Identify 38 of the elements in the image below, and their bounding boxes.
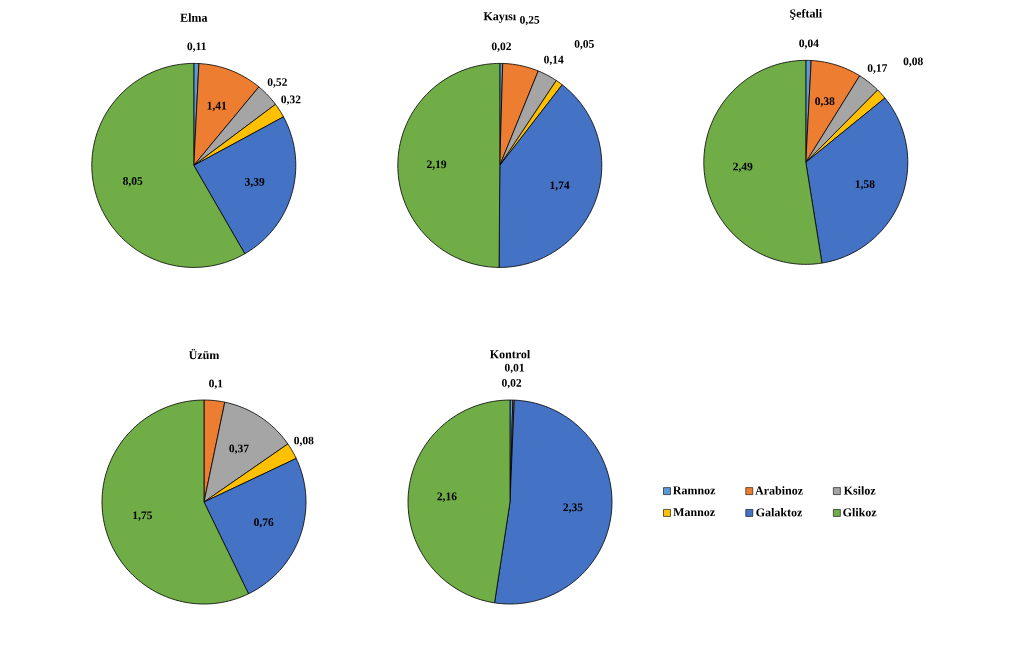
data-label: 0,01	[504, 363, 524, 374]
data-label: 1,75	[133, 511, 153, 521]
data-label: 0,37	[229, 444, 249, 455]
data-label: 1,74	[550, 181, 570, 191]
chart-title: Kontrol	[489, 349, 531, 359]
chart-title: Kayısı	[483, 12, 516, 23]
data-label: 0,25	[520, 15, 540, 26]
data-label: 0,38	[815, 97, 835, 107]
chart-title: Üzüm	[188, 349, 220, 360]
legend-label: Glikoz	[843, 508, 877, 517]
data-label: 0,52	[267, 78, 287, 88]
data-label: 0,02	[491, 42, 512, 52]
data-label: 0,08	[294, 436, 314, 447]
legend-label: Arabinoz	[755, 486, 803, 495]
legend-label: Ramnoz	[673, 486, 716, 495]
data-label: 2,49	[733, 162, 753, 173]
data-label: 2,16	[437, 492, 457, 502]
data-label: 2,19	[426, 160, 447, 170]
data-label: 0,11	[187, 42, 206, 52]
legend-label: Mannoz	[673, 508, 715, 517]
chart-title: Şeftali	[790, 9, 822, 20]
chart-title: Elma	[180, 13, 208, 22]
data-label: 1,41	[207, 101, 227, 112]
legend-label: Ksiloz	[843, 486, 876, 495]
data-label: 0,05	[574, 39, 594, 50]
data-label: 0,1	[209, 379, 223, 390]
data-label: 0,14	[544, 55, 564, 66]
data-label: 0,02	[501, 379, 522, 389]
data-label: 0,04	[799, 39, 819, 49]
data-label: 1,58	[855, 180, 875, 190]
legend-label: Galaktoz	[756, 508, 803, 517]
data-label: 0,17	[867, 64, 888, 74]
data-label: 0,08	[903, 57, 923, 67]
data-label: 0,32	[281, 95, 301, 105]
data-label: 3,39	[245, 177, 265, 188]
data-label: 0,76	[254, 518, 274, 528]
data-label: 8,05	[123, 177, 143, 187]
data-label: 2,35	[563, 503, 583, 513]
